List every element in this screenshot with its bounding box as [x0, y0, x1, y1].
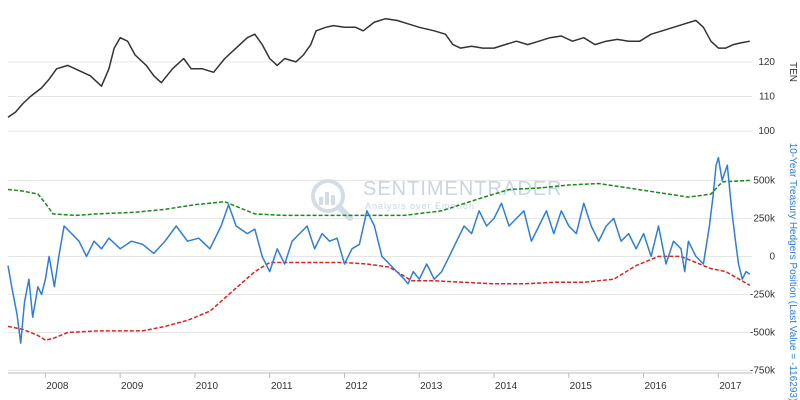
price-price-line	[7, 17, 750, 118]
hedgers-y-tick-label: -250k	[750, 289, 776, 300]
price-y-tick-label: 110	[759, 92, 775, 103]
hedgers-y-tick-label: 0	[769, 251, 775, 262]
price-axis-title: TEN	[787, 62, 798, 82]
hedgers-lower-band-line	[7, 255, 751, 341]
hedgers-y-tick-label: -750k	[750, 365, 776, 376]
x-tick-label: 2015	[570, 381, 593, 392]
price-y-tick-label: 120	[758, 57, 775, 68]
watermark-logo	[311, 179, 353, 221]
hedgers-y-tick-label: -500k	[750, 327, 776, 338]
watermark-title: SENTIMENTRADER	[363, 178, 563, 200]
hedgers-upper-band-line	[7, 179, 750, 217]
x-tick-label: 2009	[121, 381, 144, 392]
x-tick-label: 2010	[196, 381, 219, 392]
x-tick-label: 2012	[345, 381, 368, 392]
x-tick-label: 2014	[495, 381, 518, 392]
grid	[8, 61, 752, 371]
hedgers-axis-title: 10-Year Treasury Hedgers Position (Last …	[787, 143, 798, 400]
price-y-tick-label: 100	[758, 126, 775, 137]
x-tick-label: 2013	[420, 381, 443, 392]
x-tick-label: 2017	[719, 381, 742, 392]
watermark: SENTIMENTRADER Analysis over Emotion	[311, 178, 563, 221]
hedgers-y-tick-label: 250k	[753, 213, 776, 224]
series-layer	[7, 17, 751, 344]
x-tick-label: 2016	[644, 381, 667, 392]
hedgers-hedgers-position-line	[7, 156, 751, 344]
axes-layer: 100 110 120 500k 250k 0 -250k -500k -750k 2008 200…	[8, 57, 776, 392]
x-tick-label: 2011	[271, 381, 293, 392]
hedgers-y-tick-label: 500k	[753, 175, 776, 186]
watermark-subtitle: Analysis over Emotion	[365, 201, 475, 211]
x-tick-label: 2008	[46, 381, 69, 392]
